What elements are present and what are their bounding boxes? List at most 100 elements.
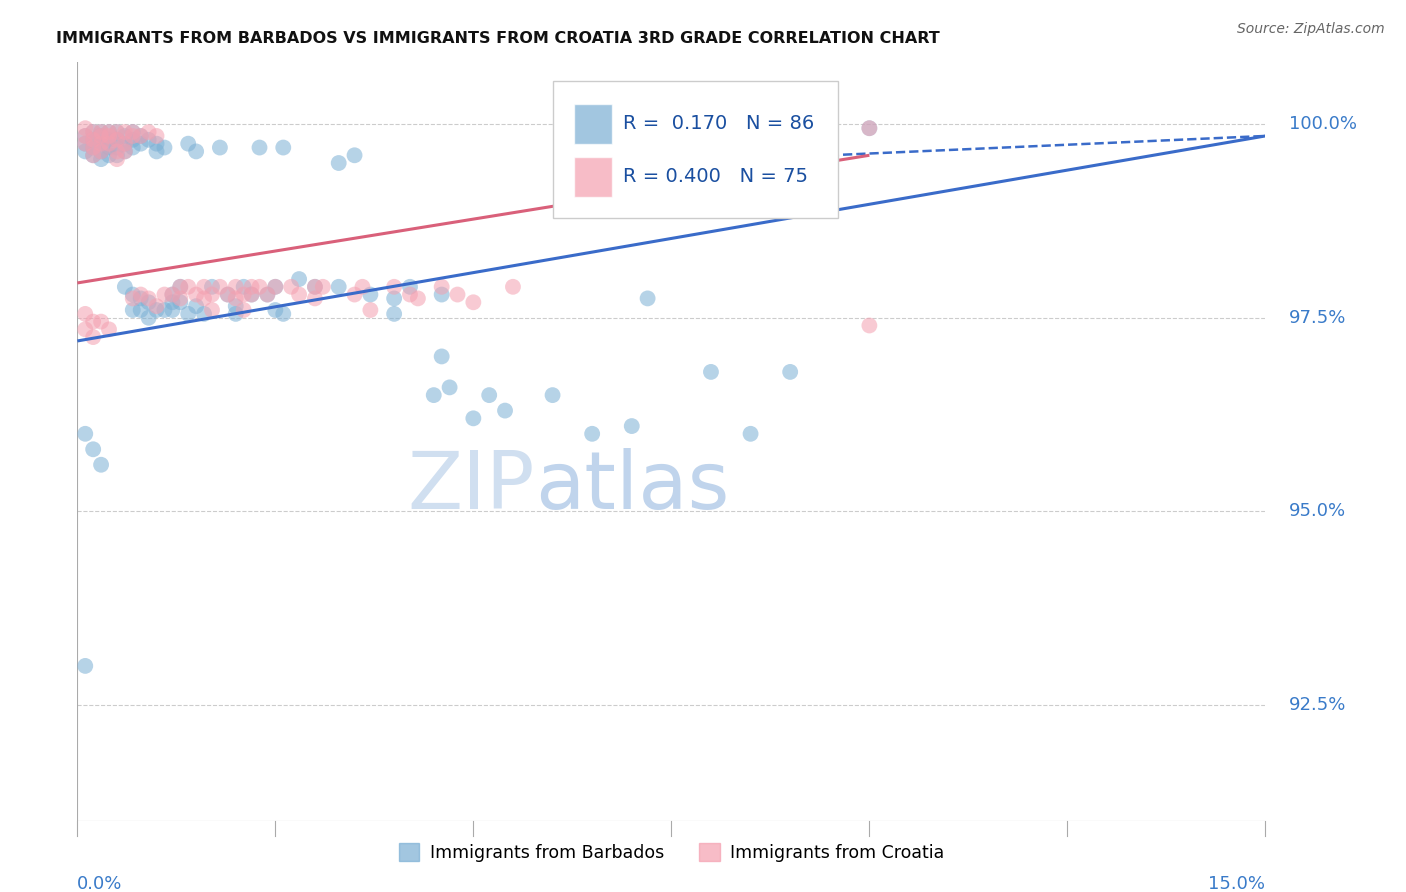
Point <box>98 322 121 336</box>
Text: R =  0.170   N = 86: R = 0.170 N = 86 <box>623 113 814 133</box>
Point <box>75 307 97 321</box>
Point <box>98 125 121 139</box>
Point <box>90 315 112 329</box>
Text: 15.0%: 15.0% <box>1208 875 1265 892</box>
Point <box>114 125 136 139</box>
Point <box>114 145 136 159</box>
Point <box>82 133 104 147</box>
Point <box>90 125 112 139</box>
Point <box>162 287 184 301</box>
Point <box>343 287 366 301</box>
Point <box>463 295 485 310</box>
Point <box>145 303 167 318</box>
Point <box>463 411 485 425</box>
Point <box>430 350 453 364</box>
Point <box>169 292 191 306</box>
Point <box>637 292 659 306</box>
Point <box>186 299 208 313</box>
Point <box>288 272 311 286</box>
Point <box>256 287 278 301</box>
Point <box>858 318 880 333</box>
Point <box>169 280 191 294</box>
Point <box>114 145 136 159</box>
Point <box>82 140 104 154</box>
Point <box>399 287 422 301</box>
Point <box>129 287 152 301</box>
Point <box>75 145 97 159</box>
Point <box>90 136 112 151</box>
Point <box>129 303 152 318</box>
Point <box>90 128 112 143</box>
Text: Source: ZipAtlas.com: Source: ZipAtlas.com <box>1237 22 1385 37</box>
Point <box>264 280 287 294</box>
Point <box>240 287 263 301</box>
Point <box>541 388 564 402</box>
Point <box>201 287 224 301</box>
Point <box>162 295 184 310</box>
Point <box>105 145 128 159</box>
Point <box>304 280 326 294</box>
Point <box>105 152 128 166</box>
Point <box>177 307 200 321</box>
Text: ZIP: ZIP <box>408 448 534 526</box>
Point <box>169 295 191 310</box>
Point <box>193 280 215 294</box>
Point <box>98 125 121 139</box>
Legend: Immigrants from Barbados, Immigrants from Croatia: Immigrants from Barbados, Immigrants fro… <box>391 836 952 869</box>
Point <box>82 148 104 162</box>
Point <box>121 287 143 301</box>
Point <box>138 133 160 147</box>
Point <box>114 128 136 143</box>
Point <box>249 280 271 294</box>
Point <box>858 121 880 136</box>
Point <box>502 280 524 294</box>
Point <box>75 128 97 143</box>
Point <box>359 287 381 301</box>
Point <box>779 365 801 379</box>
Text: R = 0.400   N = 75: R = 0.400 N = 75 <box>623 167 807 186</box>
Point <box>382 292 405 306</box>
Point <box>105 140 128 154</box>
Point <box>145 299 167 313</box>
Point <box>98 128 121 143</box>
Point <box>740 426 762 441</box>
Point <box>75 322 97 336</box>
Point <box>201 280 224 294</box>
Point <box>105 125 128 139</box>
Point <box>352 280 374 294</box>
Point <box>256 287 278 301</box>
Point <box>264 280 287 294</box>
Point <box>138 295 160 310</box>
Point <box>312 280 335 294</box>
Point <box>90 136 112 151</box>
Point <box>399 280 422 294</box>
Point <box>105 148 128 162</box>
Point <box>423 388 446 402</box>
Point <box>121 133 143 147</box>
Point <box>430 280 453 294</box>
Text: 97.5%: 97.5% <box>1289 309 1347 326</box>
Point <box>225 299 247 313</box>
Point <box>162 287 184 301</box>
Point <box>225 292 247 306</box>
Point <box>153 140 176 154</box>
Point <box>494 403 516 417</box>
Point <box>98 140 121 154</box>
Point <box>82 148 104 162</box>
Point <box>478 388 501 402</box>
Point <box>225 280 247 294</box>
Point <box>382 280 405 294</box>
Point <box>288 287 311 301</box>
Point <box>153 287 176 301</box>
FancyBboxPatch shape <box>574 157 612 196</box>
Point <box>129 292 152 306</box>
Point <box>328 156 350 170</box>
Point <box>138 310 160 325</box>
Point <box>169 280 191 294</box>
Point <box>271 140 294 154</box>
Point <box>121 140 143 154</box>
Point <box>82 442 104 457</box>
Point <box>162 303 184 318</box>
Point <box>328 280 350 294</box>
Point <box>153 303 176 318</box>
